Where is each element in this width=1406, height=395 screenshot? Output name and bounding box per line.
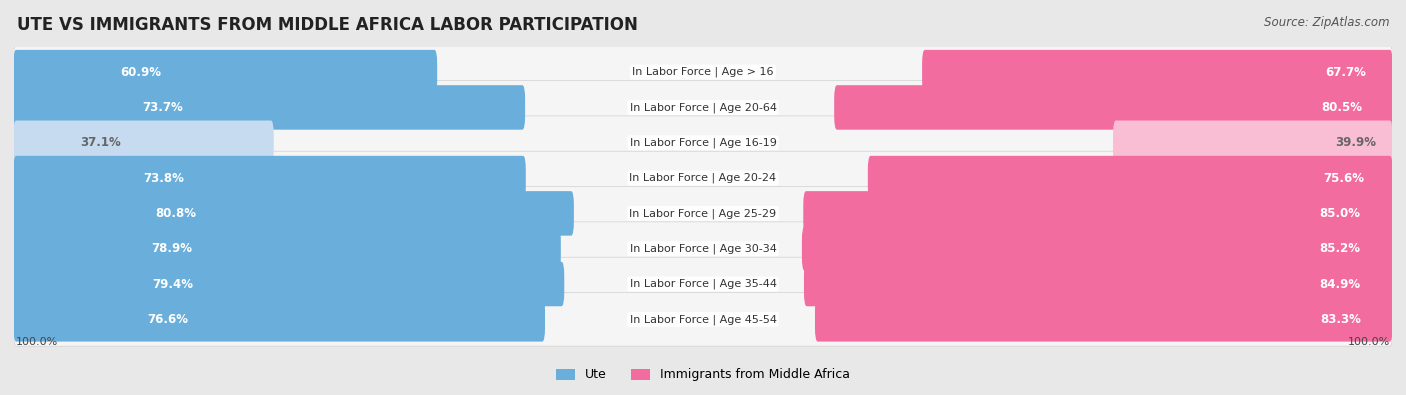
- FancyBboxPatch shape: [14, 116, 1392, 169]
- Text: 75.6%: 75.6%: [1323, 171, 1364, 184]
- FancyBboxPatch shape: [14, 262, 564, 306]
- FancyBboxPatch shape: [14, 186, 1392, 240]
- Text: 67.7%: 67.7%: [1326, 66, 1367, 79]
- FancyBboxPatch shape: [14, 222, 1392, 276]
- FancyBboxPatch shape: [14, 226, 561, 271]
- Text: In Labor Force | Age > 16: In Labor Force | Age > 16: [633, 67, 773, 77]
- FancyBboxPatch shape: [14, 151, 1392, 205]
- Text: 37.1%: 37.1%: [80, 136, 121, 149]
- Text: 39.9%: 39.9%: [1336, 136, 1376, 149]
- Text: UTE VS IMMIGRANTS FROM MIDDLE AFRICA LABOR PARTICIPATION: UTE VS IMMIGRANTS FROM MIDDLE AFRICA LAB…: [17, 16, 638, 34]
- FancyBboxPatch shape: [1114, 120, 1392, 165]
- FancyBboxPatch shape: [804, 262, 1392, 306]
- FancyBboxPatch shape: [14, 297, 546, 342]
- Legend: Ute, Immigrants from Middle Africa: Ute, Immigrants from Middle Africa: [551, 363, 855, 386]
- Text: In Labor Force | Age 16-19: In Labor Force | Age 16-19: [630, 137, 776, 148]
- FancyBboxPatch shape: [868, 156, 1392, 200]
- Text: 78.9%: 78.9%: [152, 242, 193, 255]
- Text: In Labor Force | Age 20-24: In Labor Force | Age 20-24: [630, 173, 776, 183]
- Text: 73.7%: 73.7%: [142, 101, 183, 114]
- Text: 79.4%: 79.4%: [152, 278, 194, 291]
- FancyBboxPatch shape: [14, 50, 437, 94]
- Text: 83.3%: 83.3%: [1320, 313, 1361, 326]
- Text: 100.0%: 100.0%: [1347, 337, 1391, 347]
- Text: 85.2%: 85.2%: [1320, 242, 1361, 255]
- Text: 80.8%: 80.8%: [155, 207, 195, 220]
- Text: Source: ZipAtlas.com: Source: ZipAtlas.com: [1264, 16, 1389, 29]
- Text: 85.0%: 85.0%: [1320, 207, 1361, 220]
- Text: 73.8%: 73.8%: [143, 171, 184, 184]
- FancyBboxPatch shape: [922, 50, 1392, 94]
- Text: 60.9%: 60.9%: [121, 66, 162, 79]
- FancyBboxPatch shape: [14, 45, 1392, 99]
- FancyBboxPatch shape: [834, 85, 1392, 130]
- FancyBboxPatch shape: [14, 191, 574, 236]
- Text: In Labor Force | Age 30-34: In Labor Force | Age 30-34: [630, 243, 776, 254]
- FancyBboxPatch shape: [14, 257, 1392, 311]
- FancyBboxPatch shape: [14, 120, 274, 165]
- FancyBboxPatch shape: [14, 85, 524, 130]
- Text: In Labor Force | Age 25-29: In Labor Force | Age 25-29: [630, 208, 776, 219]
- Text: 84.9%: 84.9%: [1320, 278, 1361, 291]
- FancyBboxPatch shape: [803, 191, 1392, 236]
- FancyBboxPatch shape: [815, 297, 1392, 342]
- Text: 100.0%: 100.0%: [15, 337, 59, 347]
- Text: In Labor Force | Age 35-44: In Labor Force | Age 35-44: [630, 279, 776, 289]
- Text: 76.6%: 76.6%: [148, 313, 188, 326]
- Text: 80.5%: 80.5%: [1322, 101, 1362, 114]
- FancyBboxPatch shape: [14, 156, 526, 200]
- FancyBboxPatch shape: [14, 293, 1392, 346]
- Text: In Labor Force | Age 45-54: In Labor Force | Age 45-54: [630, 314, 776, 325]
- FancyBboxPatch shape: [14, 81, 1392, 134]
- FancyBboxPatch shape: [801, 226, 1392, 271]
- Text: In Labor Force | Age 20-64: In Labor Force | Age 20-64: [630, 102, 776, 113]
